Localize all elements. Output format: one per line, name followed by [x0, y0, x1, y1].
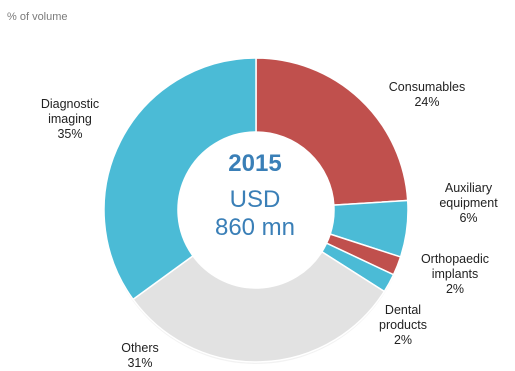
slice-name-line2: implants	[431, 267, 479, 281]
slice-name: Diagnostic	[40, 97, 100, 111]
slice-name-line2: equipment	[439, 196, 498, 210]
slice-percent: 31%	[127, 356, 153, 370]
slice-label-diagnostic-imaging: Diagnostic imaging 35%	[20, 97, 120, 142]
center-value: 860 mn	[214, 214, 296, 241]
slice-name: Auxiliary	[444, 181, 493, 195]
slice-label-others: Others 31%	[100, 341, 180, 371]
slice-name-line2: imaging	[48, 112, 92, 126]
donut-hole	[178, 132, 334, 288]
center-year: 2015	[228, 150, 282, 177]
slice-name: Orthopaedic	[420, 252, 490, 266]
slice-name-line2: products	[379, 318, 427, 332]
slice-label-dental-products: Dental products 2%	[358, 303, 448, 348]
chart-subtitle: % of volume	[7, 11, 68, 23]
slice-percent: 2%	[445, 282, 465, 296]
slice-name: Others	[121, 341, 159, 355]
slice-label-auxiliary-equipment: Auxiliary equipment 6%	[421, 181, 515, 226]
slice-percent: 24%	[414, 95, 440, 109]
center-amount: USD 860 mn	[185, 186, 325, 242]
center-currency: USD	[229, 186, 281, 213]
slice-name: Consumables	[388, 80, 466, 94]
slice-percent: 35%	[57, 127, 83, 141]
slice-percent: 6%	[459, 211, 478, 225]
slice-name: Dental	[384, 303, 422, 317]
slice-percent: 2%	[393, 333, 413, 347]
slice-label-consumables: Consumables 24%	[372, 80, 482, 110]
slice-label-orthopaedic-implants: Orthopaedic implants 2%	[405, 252, 505, 297]
